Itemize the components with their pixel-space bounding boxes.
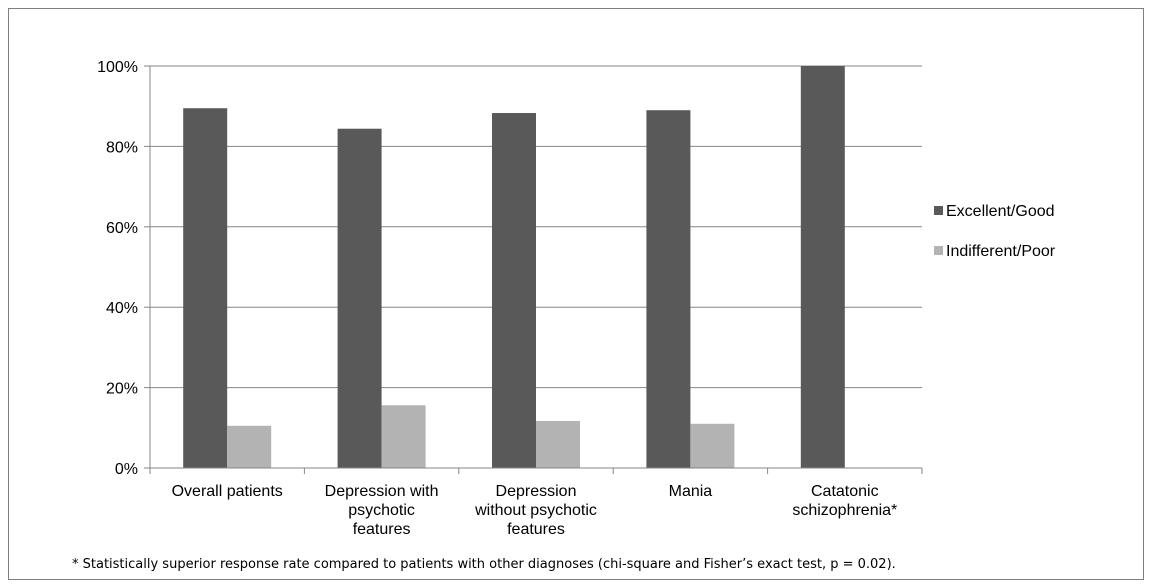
bar-excellent-good bbox=[337, 128, 382, 468]
legend-label: Excellent/Good bbox=[946, 203, 1055, 220]
legend: Excellent/Good Indifferent/Poor bbox=[934, 203, 1056, 260]
y-tick-label: 0% bbox=[115, 461, 138, 478]
legend-label: Indifferent/Poor bbox=[946, 243, 1056, 260]
bar-excellent-good bbox=[800, 66, 845, 468]
x-category-label-line: Catatonic bbox=[811, 483, 879, 500]
bar-excellent-good bbox=[492, 113, 536, 468]
x-category-label-line: features bbox=[353, 521, 411, 538]
x-category-label: Mania bbox=[669, 483, 713, 500]
x-category-label-line: Depression bbox=[496, 483, 577, 500]
y-axis-tick-labels: 0% 20% 40% 60% 80% 100% bbox=[97, 59, 150, 478]
bar-indifferent-poor bbox=[690, 423, 735, 468]
x-category-label-line: Mania bbox=[669, 483, 713, 500]
bar-indifferent-poor bbox=[227, 425, 272, 468]
x-axis bbox=[144, 66, 923, 474]
legend-swatch bbox=[934, 206, 943, 215]
x-category-label-line: features bbox=[507, 521, 565, 538]
bar-indifferent-poor bbox=[536, 420, 580, 468]
x-category-label-line: without psychotic bbox=[474, 502, 597, 519]
footnote: * Statistically superior response rate c… bbox=[72, 557, 896, 572]
bar-excellent-good bbox=[646, 110, 691, 468]
x-axis-category-labels: Overall patients Depression with psychotic… bbox=[172, 483, 898, 538]
y-tick-label: 40% bbox=[106, 300, 138, 317]
bar-excellent-good bbox=[183, 108, 228, 469]
x-category-label-line: Overall patients bbox=[172, 483, 283, 500]
x-category-label: Depression without psychotic features bbox=[474, 483, 597, 538]
x-category-label-line: Depression with bbox=[325, 483, 439, 500]
y-tick-label: 20% bbox=[106, 381, 138, 398]
legend-swatch bbox=[934, 246, 943, 255]
bars bbox=[183, 66, 845, 469]
x-category-label: Overall patients bbox=[172, 483, 283, 500]
x-category-label: Catatonic schizophrenia* bbox=[792, 483, 897, 519]
bar-indifferent-poor bbox=[381, 405, 426, 468]
x-category-label-line: psychotic bbox=[348, 502, 415, 519]
y-tick-label: 60% bbox=[106, 220, 138, 237]
y-tick-label: 80% bbox=[106, 139, 138, 156]
x-category-label-line: schizophrenia* bbox=[792, 502, 897, 519]
y-tick-label: 100% bbox=[97, 59, 138, 76]
x-category-label: Depression with psychotic features bbox=[325, 483, 439, 538]
